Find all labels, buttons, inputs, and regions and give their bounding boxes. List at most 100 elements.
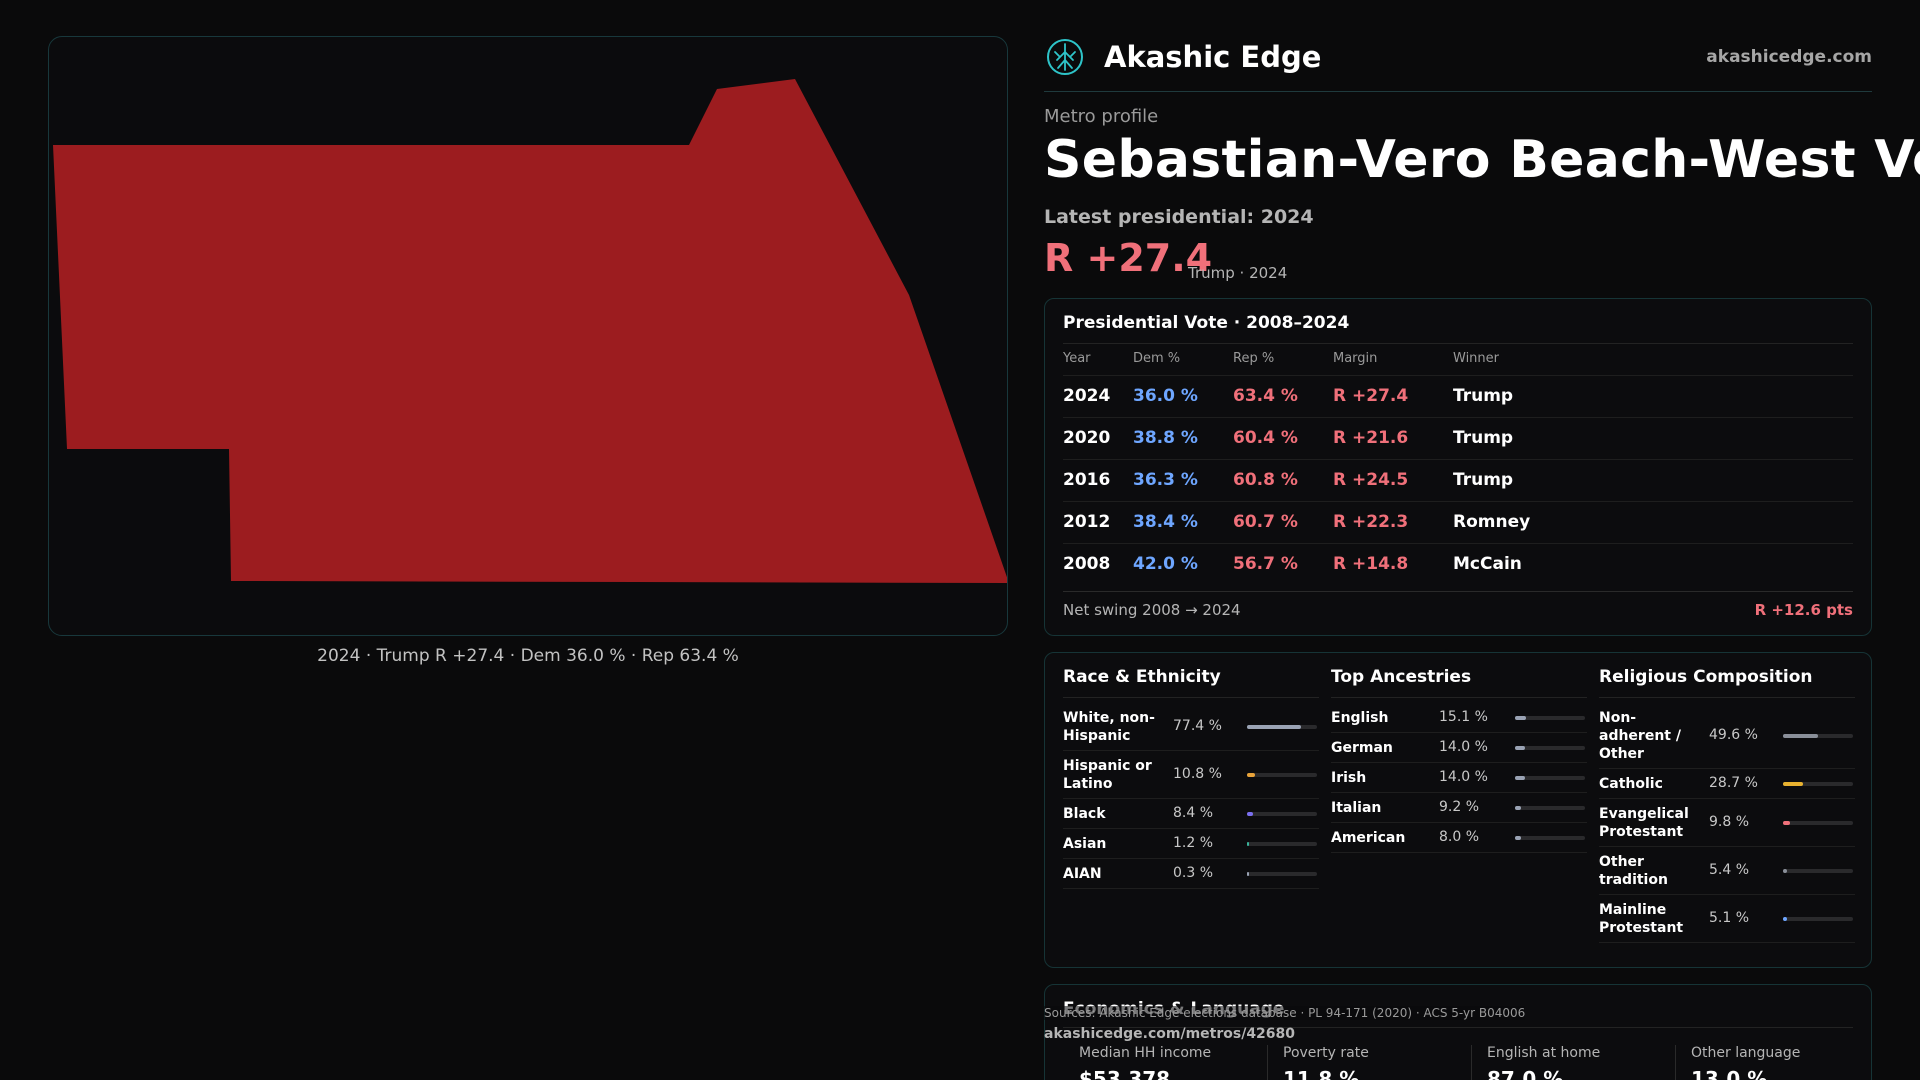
row-year: 2012 [1063, 512, 1111, 532]
metro-title: Sebastian-Vero Beach-West Vero Corridor [1044, 130, 1920, 190]
list-item[interactable]: Mainline Protestant 5.1 % [1599, 895, 1855, 943]
list-item[interactable]: Italian 9.2 % [1331, 793, 1587, 823]
table-row[interactable]: 2016 36.3 % 60.8 % R +24.5 Trump [1063, 459, 1853, 501]
row-winner: McCain [1453, 554, 1522, 574]
metro-map-panel[interactable] [48, 36, 1008, 636]
table-row[interactable]: 2020 38.8 % 60.4 % R +21.6 Trump [1063, 417, 1853, 459]
demographic-value: 14.0 % [1439, 769, 1488, 785]
economics-card: Economics & Language Median HH income $5… [1044, 984, 1872, 1080]
list-item[interactable]: Irish 14.0 % [1331, 763, 1587, 793]
metro-boundary-shape[interactable] [53, 79, 1008, 583]
list-item[interactable]: Hispanic or Latino 10.8 % [1063, 751, 1319, 799]
share-bar-track [1247, 812, 1317, 816]
demographic-value: 5.1 % [1709, 910, 1750, 926]
demographic-value: 8.0 % [1439, 829, 1480, 845]
share-bar-fill [1247, 872, 1249, 876]
table-row[interactable]: 2024 36.0 % 63.4 % R +27.4 Trump [1063, 375, 1853, 417]
demographic-column-title: Top Ancestries [1331, 667, 1472, 687]
share-bar-fill [1247, 773, 1255, 777]
row-dem-pct: 38.8 % [1133, 428, 1198, 448]
demographic-label: Evangelical Protestant [1599, 806, 1689, 840]
share-bar-track [1783, 821, 1853, 825]
row-year: 2020 [1063, 428, 1111, 448]
map-caption: 2024 · Trump R +27.4 · Dem 36.0 % · Rep … [317, 646, 739, 666]
share-bar-fill [1783, 917, 1787, 921]
presidential-vote-card: Presidential Vote · 2008–2024 Year Dem %… [1044, 298, 1872, 636]
econ-label: English at home [1487, 1045, 1601, 1061]
list-item[interactable]: Asian 1.2 % [1063, 829, 1319, 859]
demographic-label: Hispanic or Latino [1063, 758, 1152, 792]
list-item[interactable]: Other tradition 5.4 % [1599, 847, 1855, 895]
demographics-card: Race & Ethnicity White, non-Hispanic 77.4 … [1044, 652, 1872, 968]
row-rep-pct: 60.4 % [1233, 428, 1298, 448]
list-item[interactable]: Evangelical Protestant 9.8 % [1599, 799, 1855, 847]
share-bar-fill [1515, 776, 1525, 780]
vote-card-title: Presidential Vote · 2008–2024 [1063, 313, 1350, 333]
econ-value: 11.8 % [1283, 1067, 1360, 1080]
list-item[interactable]: White, non-Hispanic 77.4 % [1063, 703, 1319, 751]
sources-note: Sources: Akashic Edge elections database… [1044, 1006, 1526, 1020]
demographic-label: German [1331, 740, 1393, 756]
list-item[interactable]: English 15.1 % [1331, 703, 1587, 733]
latest-winner-year: Trump · 2024 [1188, 264, 1288, 282]
demographic-label: Irish [1331, 770, 1367, 786]
share-bar-fill [1515, 746, 1525, 750]
row-margin: R +24.5 [1333, 470, 1409, 490]
brand-name[interactable]: Akashic Edge [1104, 40, 1322, 74]
demographic-label: American [1331, 830, 1406, 846]
share-bar-track [1515, 716, 1585, 720]
net-swing-value: R +12.6 pts [1754, 601, 1853, 619]
list-item[interactable]: American 8.0 % [1331, 823, 1587, 853]
col-header-dem: Dem % [1133, 351, 1181, 366]
share-bar-fill [1515, 836, 1521, 840]
col-header-year: Year [1063, 351, 1091, 366]
row-year: 2024 [1063, 386, 1111, 406]
demographic-value: 8.4 % [1173, 805, 1214, 821]
akashic-tree-logo-icon[interactable] [1046, 38, 1084, 76]
share-bar-track [1247, 842, 1317, 846]
row-winner: Trump [1453, 470, 1514, 490]
row-margin: R +21.6 [1333, 428, 1409, 448]
brand-url-link[interactable]: akashicedge.com [1706, 47, 1872, 67]
list-item[interactable]: Non-adherent / Other 49.6 % [1599, 703, 1855, 769]
profile-column: Akashic Edge akashicedge.com Metro profi… [1044, 0, 1920, 1080]
share-bar-fill [1247, 812, 1253, 816]
demographic-label: AIAN [1063, 866, 1102, 882]
demographic-column-race: Race & Ethnicity White, non-Hispanic 77.4 … [1063, 653, 1319, 967]
table-row[interactable]: 2008 42.0 % 56.7 % R +14.8 McCain [1063, 543, 1853, 585]
share-bar-track [1247, 773, 1317, 777]
row-dem-pct: 38.4 % [1133, 512, 1198, 532]
demographic-label: Non-adherent / Other [1599, 710, 1681, 762]
row-dem-pct: 42.0 % [1133, 554, 1198, 574]
table-row[interactable]: 2012 38.4 % 60.7 % R +22.3 Romney [1063, 501, 1853, 543]
permalink[interactable]: akashicedge.com/metros/42680 [1044, 1026, 1296, 1042]
row-rep-pct: 60.7 % [1233, 512, 1298, 532]
demographic-value: 49.6 % [1709, 727, 1758, 743]
demographic-column-title: Religious Composition [1599, 667, 1813, 687]
metro-map[interactable] [49, 37, 1008, 636]
demographic-column-title: Race & Ethnicity [1063, 667, 1221, 687]
econ-label: Other language [1691, 1045, 1801, 1061]
list-item[interactable]: AIAN 0.3 % [1063, 859, 1319, 889]
divider [1675, 1045, 1676, 1080]
col-header-winner: Winner [1453, 351, 1500, 366]
share-bar-fill [1247, 842, 1249, 846]
divider [1331, 697, 1587, 698]
list-item[interactable]: German 14.0 % [1331, 733, 1587, 763]
demographic-value: 9.2 % [1439, 799, 1480, 815]
share-bar-track [1515, 776, 1585, 780]
demographic-value: 77.4 % [1173, 718, 1222, 734]
demographic-label: Mainline Protestant [1599, 902, 1684, 936]
econ-label: Median HH income [1079, 1045, 1212, 1061]
demographic-label: White, non-Hispanic [1063, 710, 1155, 744]
list-item[interactable]: Black 8.4 % [1063, 799, 1319, 829]
row-rep-pct: 60.8 % [1233, 470, 1298, 490]
econ-value: 13.0 % [1691, 1067, 1768, 1080]
list-item[interactable]: Catholic 28.7 % [1599, 769, 1855, 799]
page-kicker: Metro profile [1044, 106, 1159, 127]
demographic-label: Other tradition [1599, 854, 1668, 888]
demographic-label: Catholic [1599, 776, 1663, 792]
demographic-value: 14.0 % [1439, 739, 1488, 755]
share-bar-fill [1783, 782, 1804, 786]
